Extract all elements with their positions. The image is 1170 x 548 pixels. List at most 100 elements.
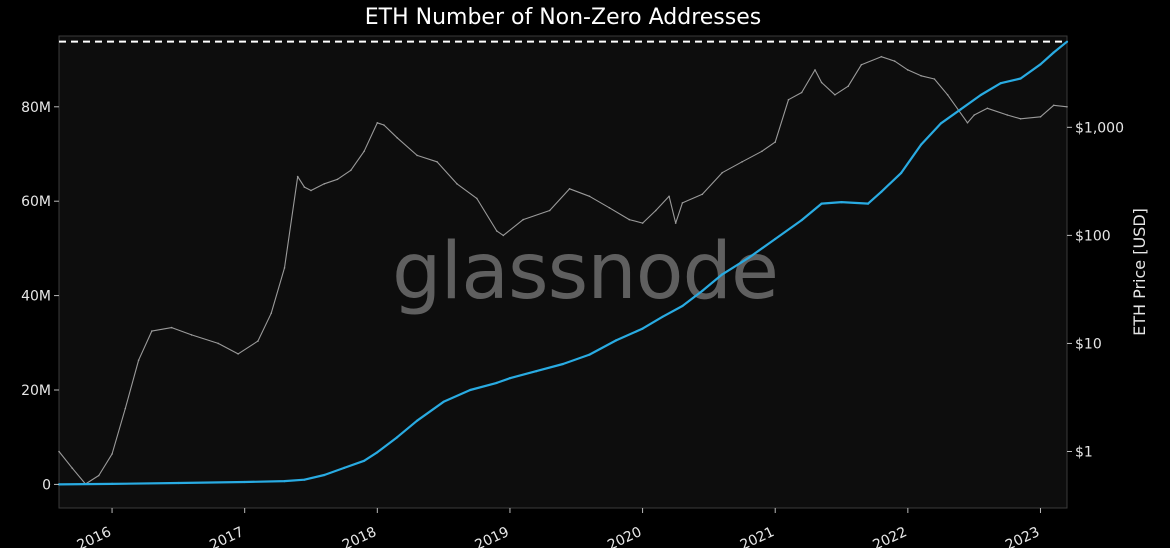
non-zero-addresses-point [561, 362, 565, 366]
eth-price-point [502, 234, 505, 237]
non-zero-addresses-point [820, 202, 823, 205]
y-left-tick-label: 40M [21, 289, 51, 305]
non-zero-addresses-point [1019, 77, 1022, 80]
y-axis-right: $1 $10 $100 $1,000 [1067, 120, 1124, 460]
non-zero-addresses-point [1039, 63, 1042, 66]
non-zero-addresses-line [58, 40, 1068, 486]
non-zero-addresses-point [495, 381, 498, 384]
eth-price-point [933, 78, 936, 80]
eth-price-point [383, 124, 385, 126]
eth-price-point [1039, 116, 1042, 118]
eth-price-point [217, 342, 219, 345]
eth-price-point [986, 107, 989, 110]
eth-price-point [363, 150, 365, 153]
non-zero-addresses-point [1065, 40, 1069, 43]
non-zero-addresses-point [396, 436, 399, 439]
y-left-tick-label: 0 [42, 477, 51, 493]
eth-price-point [396, 137, 399, 139]
non-zero-addresses-point [774, 237, 777, 241]
non-zero-addresses-point [376, 451, 379, 454]
eth-price-point [668, 195, 670, 198]
non-zero-addresses-point [442, 400, 445, 403]
eth-price-point [376, 122, 379, 124]
non-zero-addresses-point [343, 466, 346, 469]
eth-price-point [522, 218, 524, 221]
eth-price-point [548, 209, 551, 212]
non-zero-addresses-point [701, 289, 704, 292]
non-zero-addresses-point [615, 339, 618, 342]
eth-price-point [966, 122, 969, 124]
eth-price-line [58, 56, 1068, 485]
eth-price-point [323, 183, 326, 185]
eth-price-point [946, 94, 949, 96]
eth-price-point [774, 141, 776, 143]
y-right-tick-label: $100 [1075, 228, 1111, 244]
eth-price-point [283, 267, 286, 269]
eth-price-point [681, 202, 684, 204]
non-zero-addresses-point [641, 327, 644, 330]
eth-price-point [296, 175, 299, 178]
y-left-tick-label: 60M [21, 194, 51, 210]
non-zero-addresses-point [469, 388, 472, 392]
chart-title: ETH Number of Non-Zero Addresses [365, 5, 761, 30]
non-zero-addresses-point [323, 473, 326, 477]
non-zero-addresses-point [1052, 51, 1055, 54]
eth-price-point [58, 450, 60, 453]
eth-price-point [608, 207, 611, 209]
non-zero-addresses-point [979, 93, 982, 97]
non-zero-addresses-point [840, 201, 843, 204]
non-zero-addresses-point [661, 315, 664, 318]
eth-price-point [701, 193, 704, 196]
non-zero-addresses-point [867, 202, 870, 205]
y-left-tick-label: 20M [21, 383, 51, 399]
eth-price-point [641, 222, 644, 224]
eth-price-point [336, 178, 339, 181]
y-right-tick-label: $1 [1075, 444, 1093, 460]
non-zero-addresses-point [681, 304, 684, 308]
eth-price-point [124, 407, 127, 410]
non-zero-addresses-point [243, 480, 246, 484]
eth-price-point [847, 85, 849, 87]
non-zero-addresses-point [800, 219, 803, 222]
non-zero-addresses-point [959, 108, 963, 111]
non-zero-addresses-point [721, 273, 724, 276]
eth-price-point [907, 69, 909, 71]
non-zero-addresses-point [508, 377, 511, 380]
addresses-series-layer [57, 40, 1069, 486]
eth-price-point [1006, 114, 1009, 116]
non-zero-addresses-point [111, 482, 114, 485]
non-zero-addresses-point [900, 171, 903, 174]
non-zero-addresses-point [920, 143, 923, 146]
eth-price-point [71, 467, 74, 470]
eth-price-point [1066, 106, 1068, 108]
eth-price-point [416, 154, 418, 157]
eth-price-point [893, 60, 896, 62]
eth-price-point [310, 189, 312, 192]
eth-price-point [674, 222, 677, 224]
eth-price-point [820, 81, 823, 84]
eth-price-point [151, 330, 153, 332]
non-zero-addresses-point [747, 256, 750, 259]
eth-price-point [436, 161, 438, 163]
eth-price-point [270, 312, 273, 315]
non-zero-addresses-point [177, 481, 180, 485]
eth-price-point [628, 218, 631, 221]
y-right-tick-label: $1,000 [1075, 120, 1124, 136]
non-zero-addresses-point [939, 122, 943, 125]
non-zero-addresses-point [880, 190, 883, 193]
y-right-tick-label: $10 [1075, 336, 1102, 352]
non-zero-addresses-point [588, 353, 591, 356]
non-zero-addresses-point [416, 419, 419, 422]
eth-price-point [350, 169, 352, 172]
eth-price-point [588, 195, 591, 198]
y-axis-right-title: ETH Price [USD] [1130, 208, 1149, 336]
eth-price-point [137, 359, 140, 362]
eth-price-point [920, 75, 922, 77]
eth-price-point [111, 453, 113, 455]
plot-background [58, 35, 1068, 509]
y-left-tick-label: 80M [21, 100, 51, 116]
eth-price-point [973, 114, 975, 116]
eth-price-point [655, 209, 657, 212]
